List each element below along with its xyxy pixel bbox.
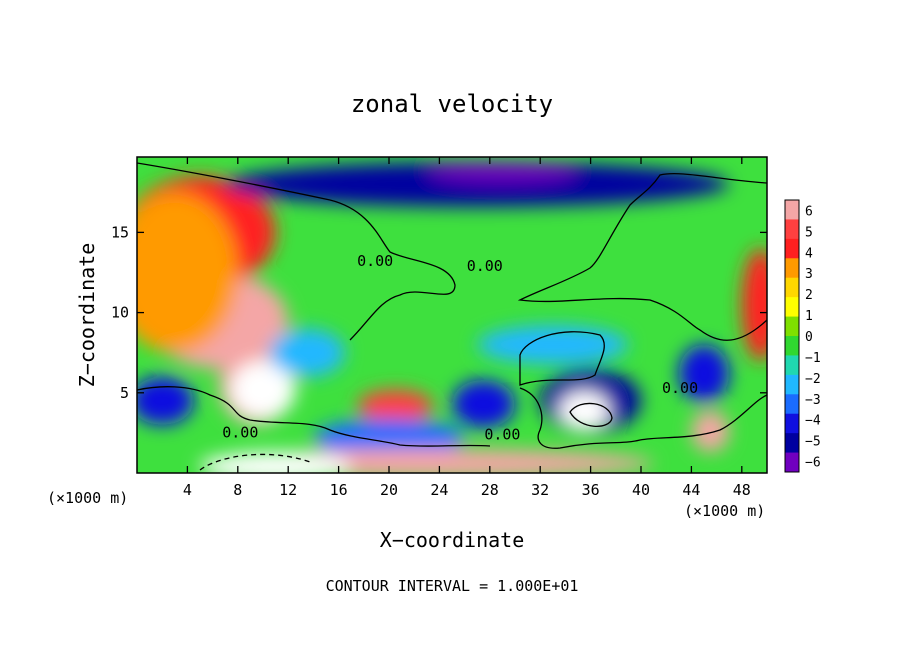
field-blob (313, 418, 465, 457)
y-axis-label: Z−coordinate (75, 243, 99, 388)
x-axis-label: X−coordinate (380, 528, 525, 552)
contour-label-layer: 0.00 0.00 0.00 0.00 0.00 (222, 252, 698, 443)
x-tick-label: 4 (183, 481, 192, 499)
colorbar-label: 2 (805, 288, 813, 303)
field-blob (137, 376, 194, 425)
y-tick-label: 15 (111, 223, 129, 241)
field-blob (426, 161, 578, 182)
y-axis-ticks: 5 10 15 (111, 223, 767, 402)
field-blob (230, 360, 296, 419)
field-blob (357, 389, 434, 422)
x-tick-label: 44 (682, 481, 700, 499)
contour-label: 0.00 (484, 425, 520, 443)
chart-title: zonal velocity (351, 90, 553, 118)
field-blob (691, 410, 730, 453)
contour-label: 0.00 (222, 424, 258, 442)
field-blob (678, 344, 730, 403)
colorbar-swatch (785, 258, 799, 279)
colorbar-label: 1 (805, 309, 813, 324)
colorbar-swatch (785, 316, 799, 337)
colorbar-swatch (785, 277, 799, 298)
contour-line-upper-right (517, 172, 767, 341)
colorbar-label: 4 (805, 246, 813, 261)
x-tick-label: 8 (233, 481, 242, 499)
contour-line-mid-right (519, 331, 605, 386)
x-tick-label: 40 (632, 481, 650, 499)
colorbar-label: −2 (805, 372, 821, 387)
x-tick-label: 12 (279, 481, 297, 499)
colorbar-swatch (785, 394, 799, 415)
contour-line-vortex (569, 402, 613, 427)
colorbar-label: −3 (805, 393, 821, 408)
x-tick-label: 16 (330, 481, 348, 499)
field-blob (741, 248, 767, 361)
velocity-field (137, 161, 767, 473)
x-tick-label: 28 (481, 481, 499, 499)
colorbar-swatch (785, 452, 799, 473)
field-blob (225, 161, 730, 207)
colorbar-swatch (785, 355, 799, 376)
contour-line-lower-left (137, 386, 491, 447)
colorbar-swatch (785, 219, 799, 240)
zero-contours (137, 162, 767, 471)
colorbar-label: −4 (805, 414, 821, 429)
colorbar-swatch (785, 433, 799, 454)
x-tick-label: 20 (380, 481, 398, 499)
field-blob (477, 325, 629, 364)
contour-line-upper-left (137, 162, 456, 341)
contour-line-lower-right (519, 387, 767, 449)
colorbar-frame (784, 199, 800, 473)
y-tick-label: 5 (120, 384, 129, 402)
field-blob (452, 379, 515, 429)
field-blob (137, 192, 238, 353)
x-unit-left: (×1000 m) (47, 489, 128, 507)
x-axis-ticks: 4 8 12 16 20 24 28 32 36 40 44 48 (183, 157, 751, 499)
x-tick-label: 48 (733, 481, 751, 499)
colorbar-label: −5 (805, 435, 821, 450)
y-tick-label: 10 (111, 304, 129, 322)
colorbar-swatch (785, 200, 799, 220)
colorbar-label: −1 (805, 351, 821, 366)
contour-label: 0.00 (467, 257, 503, 275)
colorbar-swatch (785, 238, 799, 259)
colorbar-swatch (785, 336, 799, 356)
colorbar-label: 6 (805, 204, 813, 219)
plot-area: 0.00 0.00 0.00 0.00 0.00 (136, 156, 768, 474)
field-blob (269, 328, 345, 377)
field-blob (200, 452, 352, 473)
colorbar: 6 5 4 3 2 1 0 −1 −2 −3 −4 −5 −6 (784, 199, 821, 473)
plot-frame (136, 156, 768, 474)
colorbar-swatch (785, 413, 799, 434)
colorbar-label: 5 (805, 225, 813, 240)
x-tick-label: 32 (531, 481, 549, 499)
x-tick-label: 36 (582, 481, 600, 499)
x-tick-label: 24 (430, 481, 448, 499)
contour-label: 0.00 (357, 252, 393, 270)
contour-line-bottom-dashed (199, 453, 311, 471)
field-blob-group (137, 161, 767, 473)
field-blob (559, 391, 610, 430)
colorbar-swatch (785, 374, 799, 395)
colorbar-label: −6 (805, 456, 821, 471)
contour-label: 0.00 (662, 379, 698, 397)
colorbar-swatch (785, 297, 799, 318)
x-unit-right: (×1000 m) (684, 502, 765, 520)
contour-interval-note: CONTOUR INTERVAL = 1.000E+01 (326, 577, 579, 595)
colorbar-label: 3 (805, 267, 813, 282)
colorbar-label: 0 (805, 330, 813, 345)
